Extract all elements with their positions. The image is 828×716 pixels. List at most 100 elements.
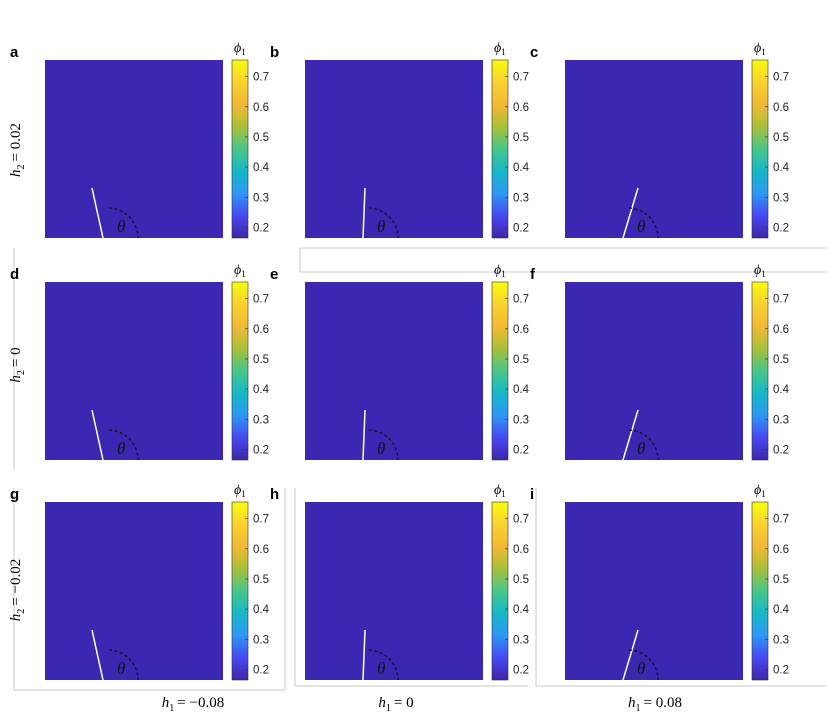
- colorbar-tick-label: 0.6: [513, 544, 529, 556]
- colorbar-tick-label: 0.2: [253, 444, 269, 456]
- colorbar-tick-label: 0.7: [253, 294, 269, 306]
- droplet: [361, 638, 445, 680]
- panel-grid: a θ ϕ1 0.7 0.6 0.5 0.4 0.3 0.2 b θ ϕ1 0.7 0.6 0.5 0.4 0.…: [10, 41, 790, 681]
- colorbar-tick-label: 0.3: [513, 192, 529, 204]
- theta-label: θ: [637, 217, 645, 236]
- colorbar: [751, 281, 769, 461]
- angle-arc: [628, 207, 659, 239]
- theta-label: θ: [637, 659, 645, 678]
- row-label-2: h2= 0: [8, 347, 27, 382]
- colorbar-tick-label: 0.7: [513, 294, 529, 306]
- droplet: [101, 418, 185, 460]
- colorbar-tick-label: 0.5: [773, 574, 789, 586]
- colorbar-tick-label: 0.4: [253, 384, 270, 396]
- colorbar-tick-label: 0.5: [513, 574, 529, 586]
- angle-arc: [628, 429, 659, 461]
- angle-arc: [368, 429, 399, 461]
- angle-arc: [368, 649, 399, 681]
- colorbar-tick-label: 0.6: [253, 102, 269, 114]
- col-label-3: h1 = 0.08: [628, 695, 682, 714]
- svg-text:h2= 0.02: h2= 0.02: [8, 123, 27, 177]
- tangent-line: [622, 187, 639, 239]
- colorbar-title: ϕ1: [494, 483, 506, 499]
- colorbar-tick-label: 0.5: [513, 354, 529, 366]
- colorbar-tick-label: 0.3: [513, 634, 529, 646]
- colorbar-tick-label: 0.3: [253, 192, 269, 204]
- colorbar-tick-label: 0.2: [253, 664, 269, 676]
- panel-letter: c: [530, 44, 538, 61]
- theta-label: θ: [377, 439, 385, 458]
- tangent-line: [622, 629, 639, 681]
- row-label-3: h2= −0.02: [8, 559, 27, 621]
- row-label-1: h2= 0.02: [8, 123, 27, 177]
- colorbar-tick-label: 0.5: [513, 132, 529, 144]
- tangent-line: [362, 409, 366, 461]
- theta-label: θ: [117, 659, 125, 678]
- panel-i: i θ ϕ1 0.7 0.6 0.5 0.4 0.3 0.2: [530, 483, 790, 681]
- angle-arc: [108, 429, 139, 461]
- colorbar-tick-label: 0.7: [773, 294, 789, 306]
- panel-d: d θ ϕ1 0.7 0.6 0.5 0.4 0.3 0.2: [10, 263, 270, 461]
- colorbar-tick-label: 0.2: [253, 222, 269, 234]
- colorbar-tick-label: 0.5: [253, 354, 269, 366]
- colorbar-tick-label: 0.3: [253, 634, 269, 646]
- colorbar-tick-label: 0.6: [513, 324, 529, 336]
- colorbar-title: ϕ1: [494, 41, 506, 57]
- colorbar-tick-label: 0.7: [513, 514, 529, 526]
- colorbar-tick-label: 0.2: [773, 222, 789, 234]
- svg-text:h2= −0.02: h2= −0.02: [8, 559, 27, 621]
- panel-letter: i: [530, 486, 534, 503]
- colorbar-title: ϕ1: [754, 483, 766, 499]
- panel-g: g θ ϕ1 0.7 0.6 0.5 0.4 0.3 0.2: [10, 483, 270, 681]
- colorbar-tick-label: 0.4: [513, 604, 530, 616]
- colorbar-tick-label: 0.5: [773, 354, 789, 366]
- panel-a: a θ ϕ1 0.7 0.6 0.5 0.4 0.3 0.2: [10, 41, 270, 239]
- panel-letter: f: [530, 266, 536, 283]
- colorbar-tick-label: 0.2: [773, 444, 789, 456]
- tangent-line: [91, 409, 104, 461]
- colorbar-tick-label: 0.2: [513, 444, 529, 456]
- droplet: [101, 638, 185, 680]
- colorbar-tick-label: 0.6: [253, 324, 269, 336]
- theta-label: θ: [377, 217, 385, 236]
- col-label-2: h1 = 0: [378, 695, 413, 714]
- angle-arc: [628, 649, 659, 681]
- tangent-line: [91, 629, 104, 681]
- colorbar-tick-label: 0.6: [773, 324, 789, 336]
- col-label-1: h1 = −0.08: [162, 695, 224, 714]
- droplet: [361, 418, 445, 460]
- colorbar-title: ϕ1: [754, 41, 766, 57]
- colorbar-tick-label: 0.7: [773, 72, 789, 84]
- colorbar-tick-label: 0.7: [513, 72, 529, 84]
- colorbar: [751, 501, 769, 681]
- panel-h: h θ ϕ1 0.7 0.6 0.5 0.4 0.3 0.2: [270, 483, 530, 681]
- panel-f: f θ ϕ1 0.7 0.6 0.5 0.4 0.3 0.2: [530, 263, 790, 461]
- colorbar-title: ϕ1: [234, 41, 246, 57]
- panel-c: c θ ϕ1 0.7 0.6 0.5 0.4 0.3 0.2: [530, 41, 790, 239]
- colorbar-tick-label: 0.4: [773, 162, 790, 174]
- colorbar-tick-label: 0.3: [773, 192, 789, 204]
- panel-letter: h: [270, 486, 279, 503]
- colorbar-tick-label: 0.2: [773, 664, 789, 676]
- colorbar-tick-label: 0.6: [513, 102, 529, 114]
- droplet: [621, 638, 705, 680]
- colorbar-title: ϕ1: [494, 263, 506, 279]
- colorbar-title: ϕ1: [234, 263, 246, 279]
- colorbar-tick-label: 0.4: [253, 162, 270, 174]
- colorbar-tick-label: 0.5: [773, 132, 789, 144]
- colorbar-tick-label: 0.5: [253, 574, 269, 586]
- colorbar: [231, 501, 249, 681]
- colorbar-tick-label: 0.2: [513, 222, 529, 234]
- theta-label: θ: [637, 439, 645, 458]
- colorbar-tick-label: 0.6: [773, 544, 789, 556]
- angle-arc: [108, 207, 139, 239]
- droplet: [361, 196, 445, 238]
- svg-text:h2= 0: h2= 0: [8, 347, 27, 382]
- colorbar-title: ϕ1: [234, 483, 246, 499]
- colorbar: [231, 59, 249, 239]
- theta-label: θ: [377, 659, 385, 678]
- droplet: [621, 418, 705, 460]
- colorbar-title: ϕ1: [754, 263, 766, 279]
- angle-arc: [108, 649, 139, 681]
- panel-b: b θ ϕ1 0.7 0.6 0.5 0.4 0.3 0.2: [270, 41, 530, 239]
